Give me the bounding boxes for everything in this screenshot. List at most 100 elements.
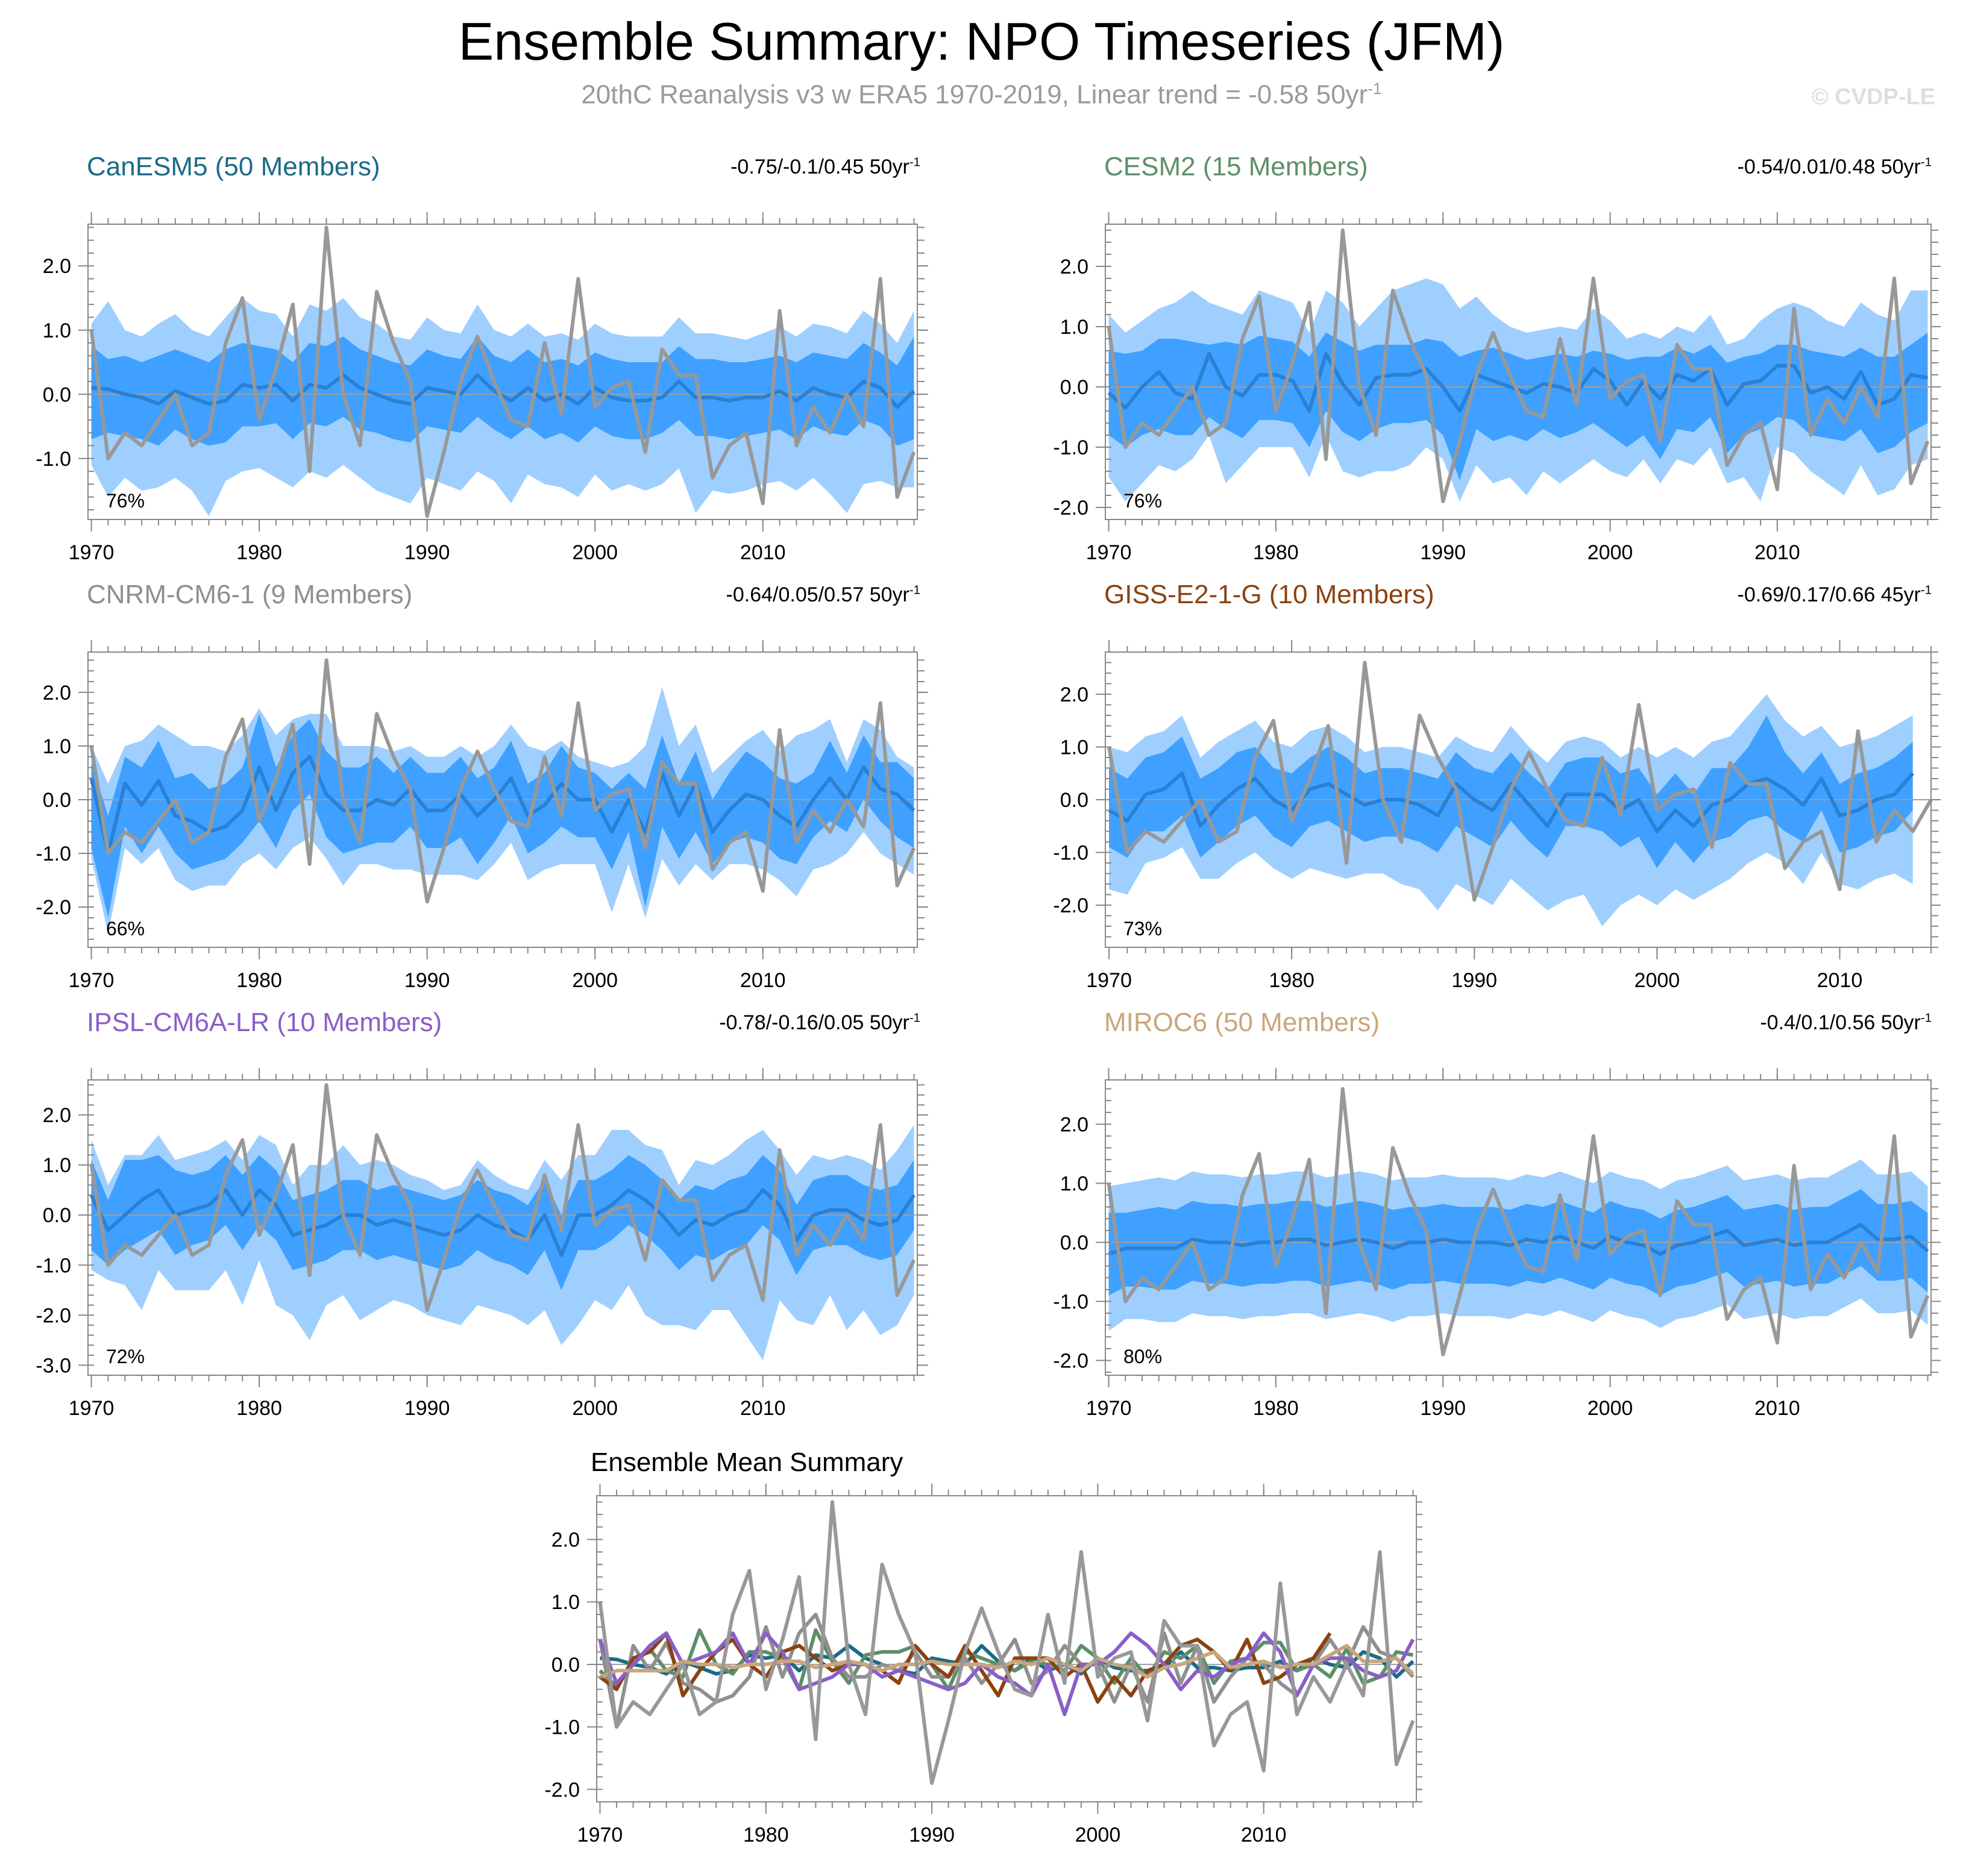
y-tick-label: -1.0: [36, 842, 71, 865]
chart-giss: 2.0 1.0 0.0 -1.0 -2.0 1970 1980 1990 2000 2010 73%: [1053, 640, 1941, 992]
y-tick-label: -2.0: [36, 1304, 71, 1327]
trend-range: -0.4/0.1/0.56 50yr-1: [1760, 1011, 1932, 1035]
y-tick-label: 2.0: [43, 255, 71, 278]
subtitle-superscript: -1: [1368, 80, 1382, 98]
x-tick-label: 2010: [1754, 1397, 1800, 1420]
x-tick-label: 2010: [740, 541, 786, 564]
trend-superscript: -1: [1920, 583, 1932, 597]
panel-title: CanESM5 (50 Members): [87, 152, 380, 181]
observations-line: [1107, 1087, 1930, 1357]
plot-frame: [1105, 1079, 1932, 1376]
y-tick-label: 1.0: [1060, 316, 1088, 339]
trend-text: -0.75/-0.1/0.45 50yr: [730, 155, 909, 178]
plot-frame: [87, 224, 918, 520]
percent-label: 76%: [106, 490, 145, 512]
x-tick-label: 2000: [572, 541, 618, 564]
panel-title: GISS-E2-1-G (10 Members): [1104, 580, 1434, 609]
trend-superscript: -1: [1920, 1011, 1932, 1025]
chart-miroc6: 2.0 1.0 0.0 -1.0 -2.0 1970 1980 1990 2000 2010 80%: [1053, 1068, 1941, 1420]
y-tick-label: 0.0: [1060, 789, 1088, 812]
chart-cesm2: 2.0 1.0 0.0 -1.0 -2.0 1970 1980 1990 2000 2010 76%: [1053, 212, 1941, 564]
page-subtitle: 20thC Reanalysis v3 w ERA5 1970-2019, Li…: [0, 80, 1963, 110]
x-tick-label: 1970: [69, 541, 115, 564]
x-tick-label: 1990: [404, 1397, 450, 1420]
watermark: © CVDP-LE: [1811, 84, 1935, 110]
y-tick-label: -2.0: [544, 1778, 580, 1801]
trend-superscript: -1: [909, 583, 920, 597]
x-tick-label: 2000: [1588, 541, 1633, 564]
trend-superscript: -1: [1920, 155, 1932, 169]
observations-line: [89, 1083, 916, 1313]
panel-cnrm: CNRM-CM6-1 (9 Members) -0.64/0.05/0.57 5…: [0, 580, 928, 1002]
percent-label: 80%: [1123, 1346, 1162, 1367]
x-tick-label: 1980: [1269, 969, 1314, 992]
panel-ipsl: IPSL-CM6A-LR (10 Members) -0.78/-0.16/0.…: [0, 1008, 928, 1429]
x-tick-label: 2000: [1075, 1824, 1121, 1846]
trend-superscript: -1: [909, 1011, 920, 1025]
x-tick-label: 1990: [404, 541, 450, 564]
chart-ipsl: 2.0 1.0 0.0 -1.0 -2.0 -3.0 1970 1980 1990 2000 201…: [36, 1068, 928, 1420]
x-tick-label: 1970: [1086, 1397, 1132, 1420]
plot-frame: [1105, 224, 1932, 520]
observations-line: [89, 658, 916, 904]
y-tick-label: 0.0: [43, 383, 71, 406]
y-tick-label: 2.0: [1060, 1114, 1088, 1137]
x-tick-label: 2010: [1817, 969, 1863, 992]
plot-frame: [596, 1495, 1417, 1802]
ensemble-mean-line: [91, 373, 916, 409]
percent-label: 73%: [1123, 918, 1162, 940]
series-line-cnrm: [598, 1612, 1415, 1729]
percent-label: 72%: [106, 1346, 145, 1367]
x-tick-label: 1980: [236, 1397, 282, 1420]
ensemble-mean-line: [1108, 1223, 1929, 1256]
ensemble-mean-line: [1108, 771, 1914, 833]
panel-giss: GISS-E2-1-G (10 Members) -0.69/0.17/0.66…: [988, 580, 1941, 1002]
x-tick-label: 2010: [1754, 541, 1800, 564]
chart-cnrm: 2.0 1.0 0.0 -1.0 -2.0 1970 1980 1990 2000 2010 66%: [36, 640, 928, 992]
series-line-ipsl: [598, 1631, 1415, 1716]
y-tick-label: 2.0: [1060, 683, 1088, 706]
x-tick-label: 2010: [740, 969, 786, 992]
trend-range: -0.75/-0.1/0.45 50yr-1: [730, 155, 920, 179]
y-tick-label: 0.0: [43, 789, 71, 812]
panel-title: MIROC6 (50 Members): [1104, 1008, 1380, 1037]
panel-cesm2: CESM2 (15 Members) -0.54/0.01/0.48 50yr-…: [988, 152, 1941, 574]
y-tick-label: 2.0: [43, 1104, 71, 1127]
x-tick-label: 2000: [1635, 969, 1680, 992]
observations-line: [598, 1500, 1415, 1785]
trend-text: -0.64/0.05/0.57 50yr: [726, 583, 909, 606]
chart-canesm5: 2.0 1.0 0.0 -1.0 1970 1980 1990 2000 2010 76%: [36, 212, 928, 564]
y-tick-label: -1.0: [1053, 1291, 1088, 1314]
y-tick-label: 1.0: [551, 1591, 580, 1614]
trend-text: -0.78/-0.16/0.05 50yr: [719, 1011, 909, 1034]
x-tick-label: 1970: [69, 1397, 115, 1420]
summary-title: Ensemble Mean Summary: [591, 1448, 903, 1477]
y-tick-label: -2.0: [1053, 497, 1088, 519]
y-tick-label: 0.0: [1060, 1232, 1088, 1255]
y-tick-label: 0.0: [1060, 376, 1088, 399]
y-tick-label: -1.0: [1053, 842, 1088, 865]
y-tick-label: -1.0: [544, 1716, 580, 1739]
observations-line: [1107, 228, 1930, 503]
y-tick-label: 2.0: [1060, 256, 1088, 278]
trend-text: -0.69/0.17/0.66 45yr: [1737, 583, 1921, 606]
y-tick-label: 1.0: [43, 1154, 71, 1177]
ensemble-mean-line: [89, 1188, 916, 1257]
x-tick-label: 2010: [1241, 1824, 1287, 1846]
x-tick-label: 2000: [572, 969, 618, 992]
trend-range: -0.64/0.05/0.57 50yr-1: [726, 583, 920, 607]
y-tick-label: 1.0: [1060, 736, 1088, 759]
ensemble-mean-line: [89, 754, 916, 856]
percent-label: 66%: [106, 918, 145, 940]
y-tick-label: -1.0: [36, 1254, 71, 1277]
x-tick-label: 2000: [1588, 1397, 1633, 1420]
trend-range: -0.54/0.01/0.48 50yr-1: [1738, 155, 1932, 179]
x-tick-label: 1970: [1086, 969, 1132, 992]
observations-line: [1107, 660, 1933, 902]
y-tick-label: 2.0: [551, 1529, 580, 1552]
subtitle-text: 20thC Reanalysis v3 w ERA5 1970-2019, Li…: [581, 80, 1368, 110]
y-tick-label: 0.0: [551, 1654, 580, 1677]
series-line-miroc6: [599, 1643, 1415, 1679]
y-tick-label: 2.0: [43, 682, 71, 704]
panel-title: IPSL-CM6A-LR (10 Members): [87, 1008, 442, 1037]
